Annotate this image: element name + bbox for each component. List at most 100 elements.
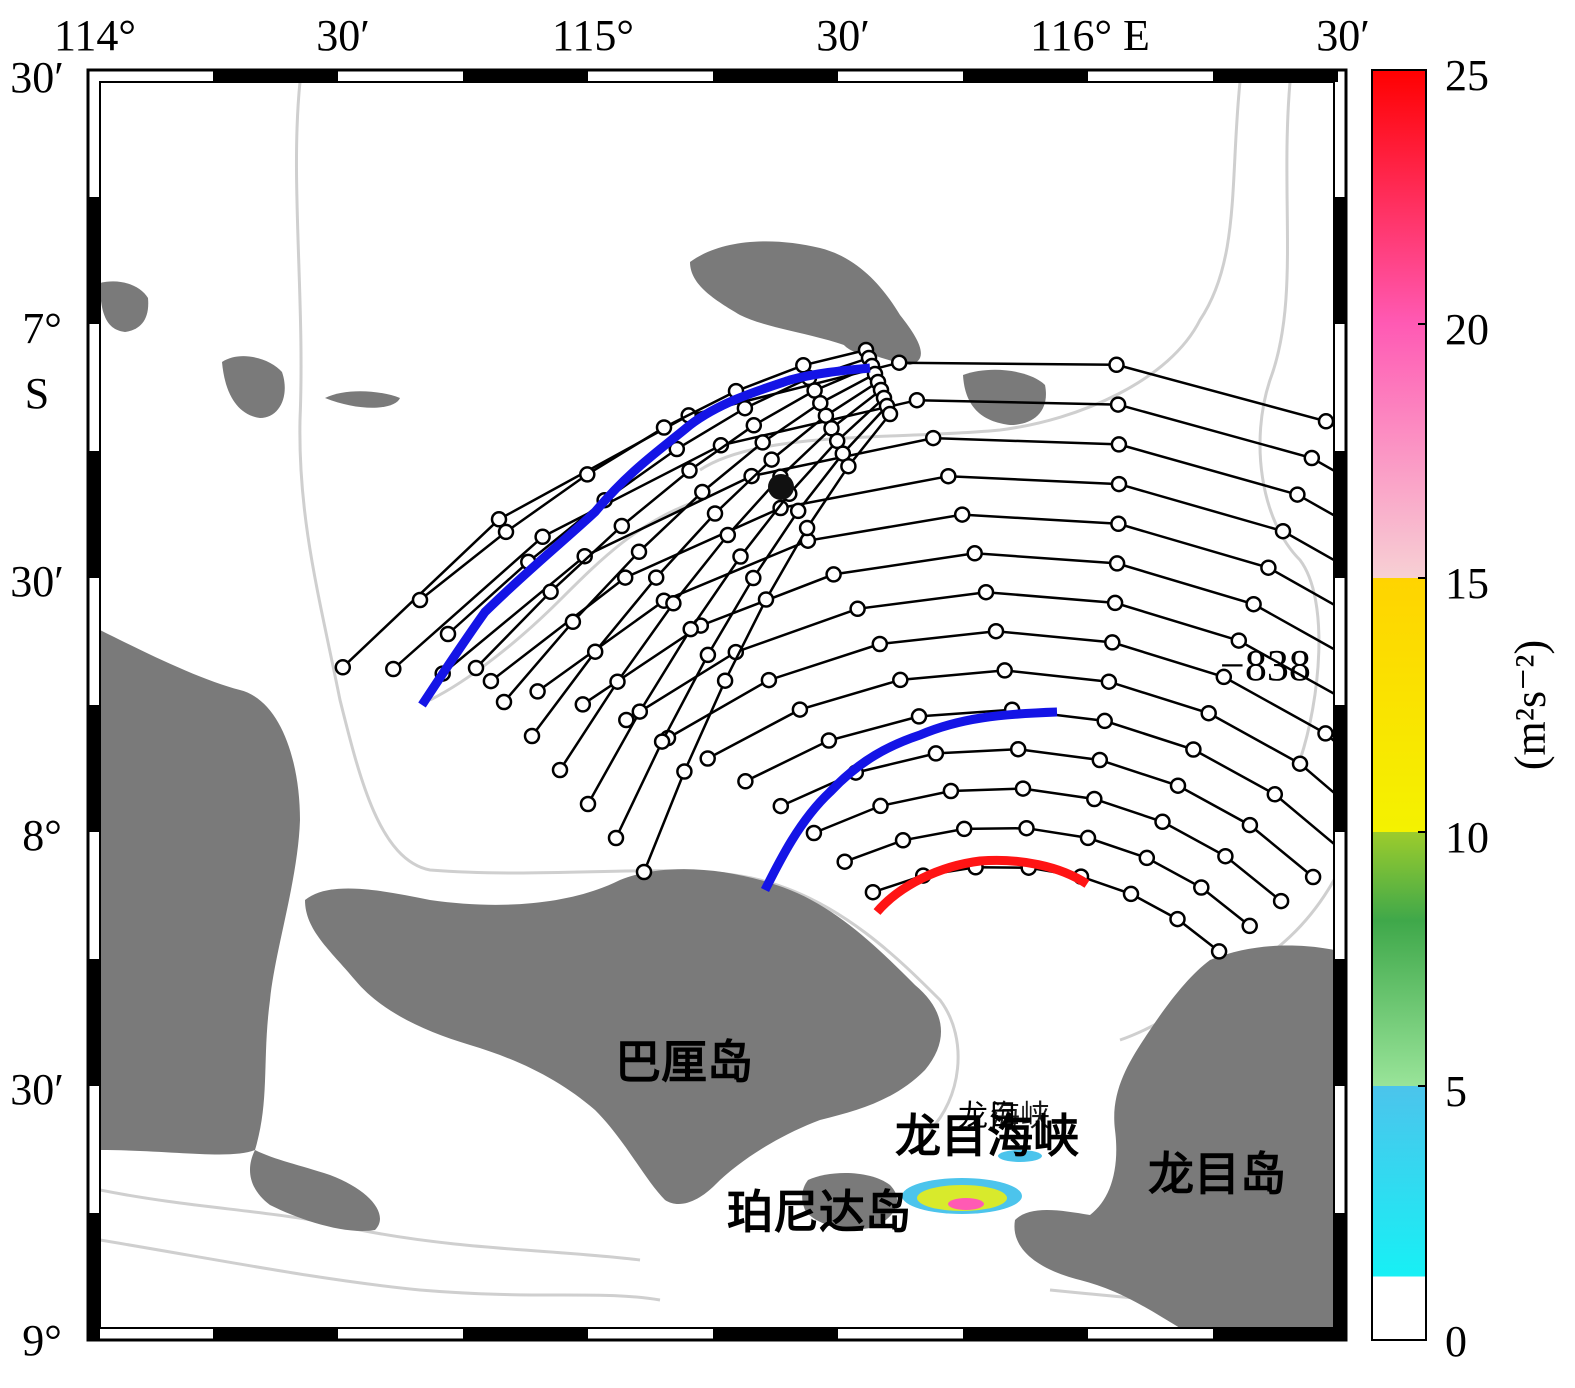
land-masses [100,241,1334,1328]
ray-track-point [1289,486,1306,503]
lat-label-hemisphere: S [25,369,49,418]
ray-track-point [551,761,569,779]
ray-track-point [574,696,592,713]
nusa-penida-island [802,1173,898,1230]
frame-segment [713,1328,838,1340]
ray-track-point [798,519,816,537]
ray-track-point [1154,813,1171,831]
frame-segment [1334,197,1346,324]
ray-track-point [534,528,551,546]
ray-track-point [411,591,429,609]
ray-track-point [542,583,559,601]
blambangan-peninsula [250,1150,380,1231]
ray-track-line [341,361,1334,669]
lon-label-114: 114° [54,11,136,60]
ray-track-point [1108,356,1125,374]
ray-track-point [1104,634,1121,651]
ray-track-point [681,462,698,479]
lon-label-115-30: 30′ [816,11,870,60]
nusa-penida-label: 珀尼达岛 [727,1185,911,1239]
ray-track-point [881,405,899,423]
ray-track-point [757,591,775,608]
ray-track-point [653,733,671,750]
ray-track-point [1108,555,1126,572]
ray-track-point [495,693,513,711]
ray-track-point [1009,740,1027,758]
map-frame [86,68,1348,1342]
ray-track-point [385,660,402,678]
ray-track-point [763,451,780,468]
ray-track-point [490,511,508,528]
ray-track-point [871,635,889,653]
top-longitude-labels: 114° 30′ 115° 30′ 116° E 30′ [54,11,1370,60]
ray-track-point [924,429,942,447]
ray-track-point [737,773,754,790]
ray-track-point [635,863,653,881]
ray-track-point [1100,673,1118,690]
ray-track-point [996,662,1013,679]
ray-track-point [497,523,515,541]
ray-track-point [1106,594,1124,612]
ray-track-point [1241,917,1258,935]
ray-track-point [825,566,842,583]
frame-segment [463,1328,588,1340]
ray-track-point [1014,780,1032,797]
ray-track-point [745,417,763,434]
ray-track-point [609,673,626,690]
highlight-ray-blue-south [760,707,1058,893]
ray-track-point [1215,668,1233,686]
lat-label-6-30: 30′ [10,53,64,102]
ray-track-point [955,820,973,838]
ray-track-point [908,391,926,409]
ray-track-point [655,419,673,436]
ray-track-line [625,590,1334,722]
ray-track-point [1122,885,1140,903]
ray-track-point [791,701,809,718]
ray-track-point [579,466,596,483]
ray-track-point [732,548,749,565]
left-latitude-labels: 30′ 7° S 30′ 8° 30′ 9° [10,53,64,1365]
ray-track-point [676,763,693,780]
ray-track-point [523,727,541,745]
ray-track-point [1241,816,1259,834]
ray-track-point [894,832,912,849]
ray-track-point [1291,755,1309,772]
colorbar-tick-5: 5 [1445,1067,1467,1116]
lon-label-114-30: 30′ [316,11,370,60]
lombok-island [1014,945,1334,1328]
ray-track-point [712,437,730,454]
ray-track-point [1169,910,1186,928]
ray-track-point [736,399,754,417]
lat-label-9: 9° [22,1316,62,1365]
ray-track-point [864,883,882,901]
ray-track-point [1317,725,1334,742]
ray-track-point [1476,761,1490,775]
frame-segment [88,705,100,832]
ray-track-point [607,829,625,847]
islet [100,281,149,332]
colorbar: 25 20 15 10 5 0 (m²s⁻²) [1371,51,1555,1366]
ray-track-point [820,732,838,749]
ray-track-point [805,824,823,842]
ray-track-point [1245,595,1262,613]
ray-track-point [1110,515,1127,533]
ray-track-point [1086,790,1103,808]
ray-track-point [743,467,760,485]
lat-label-7-30: 30′ [10,557,64,606]
ray-track-point [953,506,971,523]
ray-track-point [910,708,928,725]
ray-track-point [1096,712,1113,730]
ray-track-point [1230,632,1248,649]
ray-track-point [754,434,771,451]
ray-track-point [966,545,983,562]
ray-track-point [977,583,995,601]
ray-track-point [467,659,485,677]
ray-track-point [1200,704,1217,722]
ray-track-point [872,797,889,815]
ray-track-point [482,672,500,690]
ray-track-point [772,797,790,815]
frame-segment [1334,1213,1346,1340]
colorbar-tick-15: 15 [1445,559,1489,608]
ray-track-point [942,782,960,800]
ray-track-point [940,467,957,485]
